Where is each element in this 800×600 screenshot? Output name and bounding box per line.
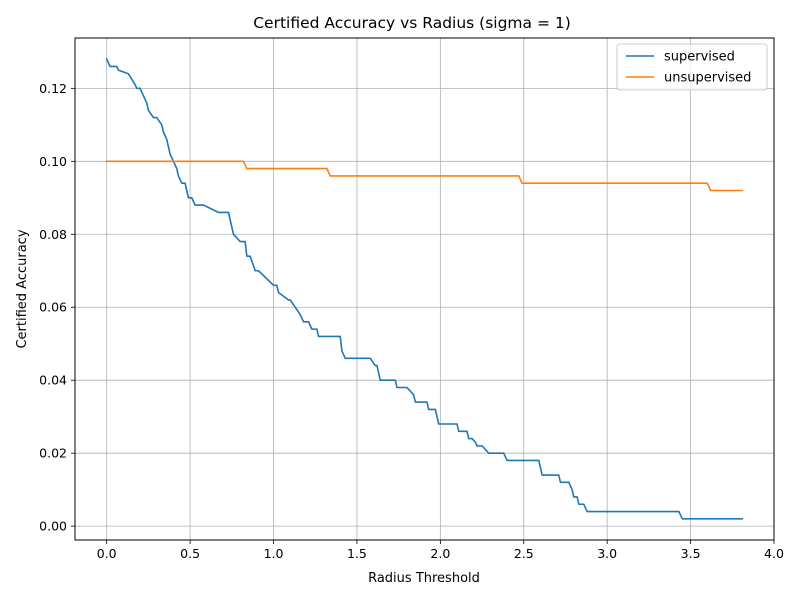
- x-tick-label: 2.0: [430, 546, 450, 561]
- x-tick-label: 0.0: [97, 546, 117, 561]
- series-line-unsupervised: [105, 160, 744, 192]
- series-group: [105, 58, 744, 520]
- x-tick-label: 2.5: [514, 546, 534, 561]
- x-tick-label: 1.5: [347, 546, 367, 561]
- y-axis-label: Certified Accuracy: [15, 229, 30, 348]
- y-tick-label: 0.04: [39, 373, 67, 388]
- x-tick-label: 3.0: [597, 546, 617, 561]
- y-tick-label: 0.12: [39, 81, 67, 96]
- legend: supervised unsupervised: [616, 43, 768, 91]
- y-tick-label: 0.00: [39, 519, 67, 534]
- y-axis-ticks: 0.00 0.02 0.04 0.06 0.08 0.10 0.12: [39, 81, 75, 534]
- x-tick-label: 1.0: [264, 546, 284, 561]
- y-tick-label: 0.02: [39, 446, 67, 461]
- x-tick-label: 3.5: [681, 546, 701, 561]
- x-tick-label: 0.5: [180, 546, 200, 561]
- legend-label-unsupervised: unsupervised: [664, 71, 751, 86]
- legend-box: [616, 43, 768, 91]
- plot-frame: [74, 37, 775, 541]
- x-axis-label: Radius Threshold: [368, 571, 480, 586]
- chart-title: Certified Accuracy vs Radius (sigma = 1): [253, 14, 571, 32]
- y-tick-label: 0.10: [39, 154, 67, 169]
- series-line-supervised: [105, 58, 744, 520]
- x-tick-label: 4.0: [764, 546, 784, 561]
- legend-label-supervised: supervised: [664, 50, 735, 65]
- x-axis-ticks: 0.0 0.5 1.0 1.5 2.0 2.5 3.0 3.5 4.0: [97, 540, 784, 561]
- y-tick-label: 0.08: [39, 227, 67, 242]
- y-tick-label: 0.06: [39, 300, 67, 315]
